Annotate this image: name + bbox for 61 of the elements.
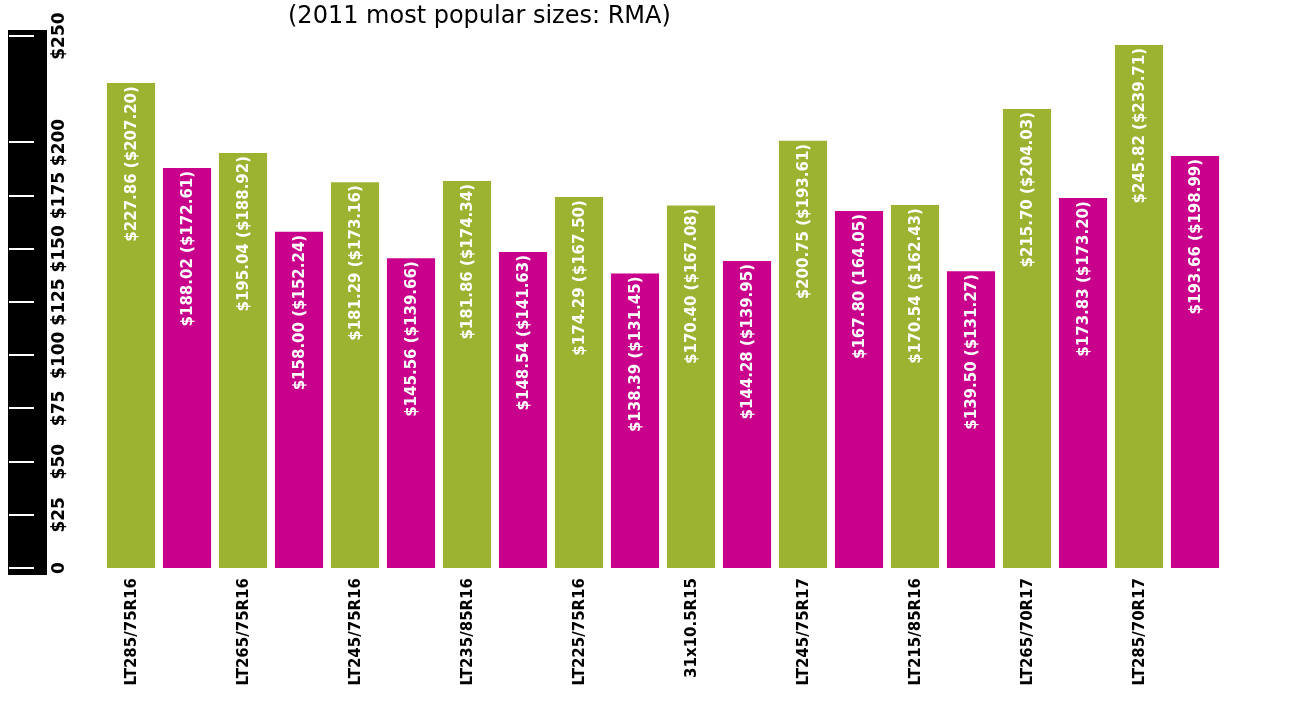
data-label: $181.29 ($173.16) (346, 185, 364, 341)
x-tick-label: LT215/85R16 (905, 578, 924, 686)
y-tick-label: 0 (48, 562, 69, 574)
x-tick-label: LT245/75R16 (345, 578, 364, 686)
y-tick-label: $25 (48, 497, 69, 533)
data-label: $139.50 ($131.27) (962, 274, 980, 430)
bar (946, 271, 996, 568)
data-label: $174.29 ($167.50) (570, 200, 588, 356)
bar (162, 167, 212, 568)
bar (1170, 155, 1220, 568)
data-label: $145.56 ($139.66) (402, 261, 420, 417)
bar (1002, 108, 1052, 568)
x-tick-label: LT285/70R17 (1129, 578, 1148, 686)
y-tick-label: $75 (48, 390, 69, 427)
bar (834, 210, 884, 568)
data-label: $245.82 ($239.71) (1130, 47, 1148, 204)
bar (106, 83, 156, 568)
data-label: $200.75 ($193.61) (794, 143, 812, 300)
x-tick-label: LT285/75R16 (121, 578, 140, 686)
chart-title: (2011 most popular sizes: RMA) (288, 0, 671, 29)
data-label: $148.54 ($141.63) (514, 254, 532, 411)
y-tick-label: $100 (48, 331, 69, 379)
data-label: $170.40 ($167.08) (682, 208, 700, 364)
data-label: $195.04 ($188.92) (234, 155, 252, 312)
x-tick-label: LT225/75R16 (569, 578, 588, 686)
y-tick-label: $175 (48, 171, 69, 220)
data-label: $181.86 ($174.34) (458, 184, 476, 340)
x-tick-label: LT265/70R17 (1017, 578, 1036, 686)
bar (610, 273, 660, 568)
bar (1114, 44, 1164, 568)
data-label: $193.66 ($198.99) (1186, 158, 1204, 315)
data-label: $167.80 (164.05) (850, 213, 868, 360)
x-tick-label: 31x10.5R15 (681, 578, 700, 678)
data-label: $138.39 ($131.45) (626, 276, 644, 433)
y-tick-label: $250 (48, 12, 69, 60)
bar (890, 205, 940, 568)
bar (778, 140, 828, 568)
data-label: $188.02 ($172.61) (178, 170, 196, 327)
bar (386, 258, 436, 568)
data-label: $215.70 ($204.03) (1018, 111, 1036, 268)
y-tick-label: $200 (48, 118, 69, 167)
y-tick-label: $125 (48, 278, 69, 326)
data-label: $173.83 ($173.20) (1074, 201, 1092, 357)
bar (498, 251, 548, 568)
bar (1058, 198, 1108, 568)
data-label: $227.86 ($207.20) (122, 86, 140, 242)
y-tick-label: $50 (48, 443, 69, 480)
x-tick-label: LT245/75R17 (793, 578, 812, 686)
bar (666, 205, 716, 568)
bar (330, 182, 380, 568)
x-tick-label: LT235/85R16 (457, 578, 476, 686)
data-label: $144.28 ($139.95) (738, 263, 756, 420)
bar (218, 152, 268, 568)
y-tick-label: $150 (48, 225, 69, 273)
x-tick-label: LT265/75R16 (233, 578, 252, 686)
data-label: $170.54 ($162.43) (906, 208, 924, 364)
bar (274, 231, 324, 568)
bar (722, 260, 772, 568)
bar (442, 181, 492, 568)
data-label: $158.00 ($152.24) (290, 234, 308, 391)
bar (554, 197, 604, 568)
